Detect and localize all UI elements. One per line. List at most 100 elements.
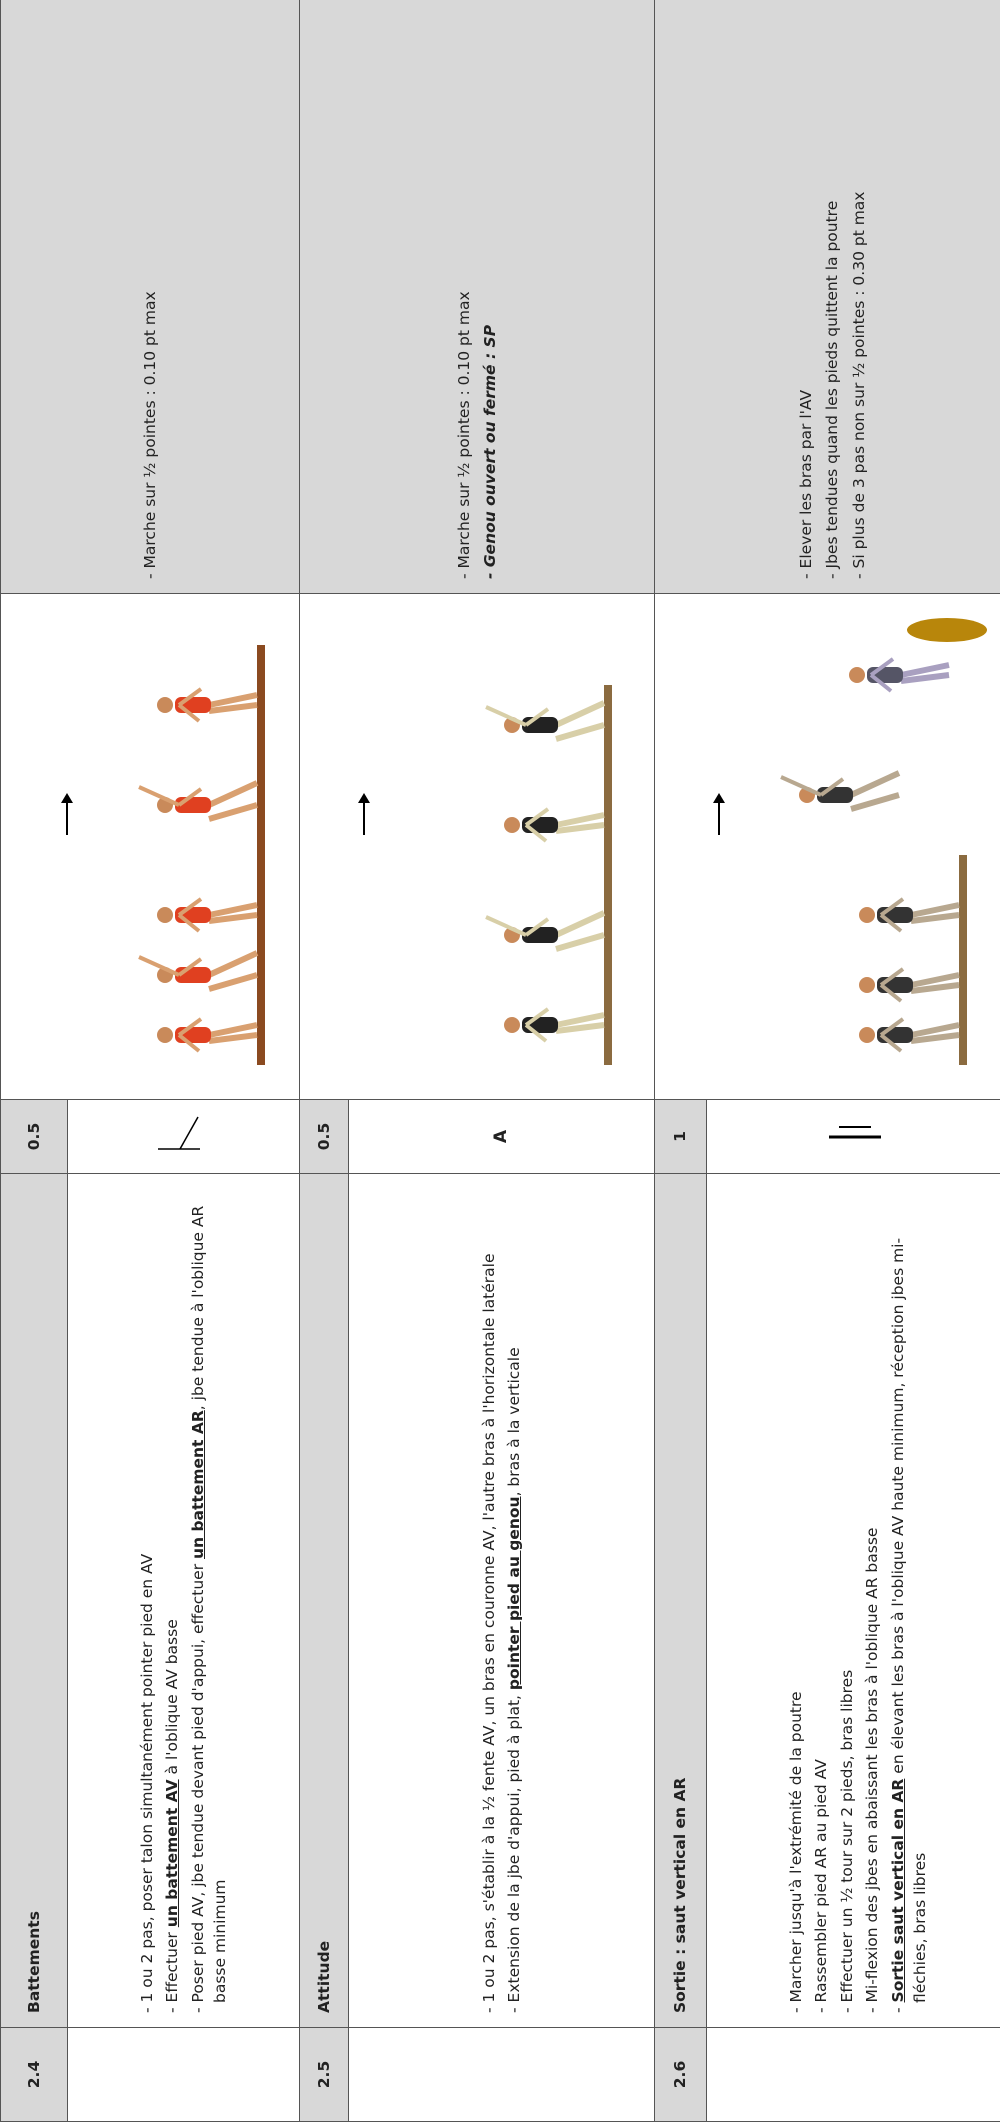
shape	[207, 950, 259, 978]
shape	[859, 1027, 876, 1043]
step-text: - Poser pied AV, jbe tendue devant pied …	[188, 1559, 207, 2013]
shape	[177, 787, 202, 807]
step-text: - Effectuer un ½ tour sur 2 pieds, bras …	[837, 1669, 856, 2013]
shape	[504, 1017, 520, 1033]
step: - 1 ou 2 pas, s'établir à la ½ fente AV,…	[478, 1188, 500, 2014]
shape	[911, 1032, 960, 1044]
shape	[880, 967, 905, 987]
step: - Extension de la jbe d'appui, pied à pl…	[503, 1188, 525, 2013]
illustration	[358, 685, 612, 1065]
shape	[880, 1017, 905, 1037]
shape	[555, 932, 605, 952]
shape	[859, 907, 876, 923]
shape	[177, 1017, 202, 1037]
shape	[137, 785, 180, 807]
blank-cell	[67, 2027, 300, 2122]
shape	[208, 692, 258, 708]
shape	[485, 915, 527, 937]
step-text: - Marcher jusqu'à l'extrémité de la pout…	[786, 1691, 805, 2013]
row-points: 0.5	[299, 1099, 349, 1174]
shape	[713, 793, 726, 803]
header-row: 2.5 Attitude 0.5 - Marche sur ½ pointes : 0…	[299, 0, 655, 2122]
remarks-cell: - Marche sur ½ pointes : 0.10 pt max	[0, 0, 300, 594]
step: - Mi-flexion des jbes en abaissant les b…	[861, 1188, 883, 2013]
shape	[524, 807, 550, 827]
shape	[555, 822, 605, 834]
illustration	[713, 618, 988, 1065]
shape	[256, 645, 265, 1065]
shape	[208, 902, 258, 918]
step-text: - 1 ou 2 pas, s'établir à la ½ fente AV,…	[479, 1253, 498, 2014]
step-text: - Effectuer	[163, 1927, 182, 2013]
steps-cell: - Marcher jusqu'à l'extrémité de la pout…	[706, 1173, 1000, 2028]
shape	[870, 657, 895, 677]
step: - Marcher jusqu'à l'extrémité de la pout…	[785, 1188, 807, 2013]
shape	[850, 770, 901, 798]
step-key-element: pointer pied au genou	[505, 1496, 524, 1691]
shape	[156, 1027, 173, 1043]
step-text: - 1 ou 2 pas, poser talon simultanément …	[137, 1553, 156, 2013]
step-text: - Rassembler pied AR au pied AV	[812, 1759, 831, 2013]
shape	[177, 687, 202, 707]
shape	[207, 780, 259, 808]
shape	[179, 1116, 199, 1150]
body-row: - Marcher jusqu'à l'extrémité de la pout…	[706, 0, 1000, 2122]
step-text: - Extension de la jbe d'appui, pied à pl…	[505, 1690, 524, 2013]
shape	[208, 912, 258, 924]
step: - Effectuer un ½ tour sur 2 pieds, bras …	[836, 1188, 858, 2013]
row-points: 0.5	[0, 1099, 68, 1174]
shape	[524, 917, 550, 937]
shape	[60, 793, 73, 803]
shape	[524, 823, 548, 843]
shape	[137, 955, 180, 977]
step-key-element: Sortie saut vertical en AR	[888, 1778, 907, 2003]
symbol-cell	[67, 1099, 300, 1174]
shape	[880, 913, 903, 933]
remark: - Marche sur ½ pointes : 0.10 pt max	[454, 291, 473, 579]
header-row: 2.6 Sortie : saut vertical en AR 1 - Elever…	[654, 0, 1000, 2122]
step-key-element: un battement AV	[163, 1779, 182, 1928]
remark-emphasis: - Genou ouvert ou fermé : SP	[481, 324, 500, 579]
shape	[177, 1033, 201, 1053]
shape	[554, 910, 606, 938]
shape	[910, 902, 961, 918]
shape	[177, 957, 202, 977]
step: - 1 ou 2 pas, poser talon simultanément …	[136, 1188, 158, 2013]
shape	[555, 1012, 605, 1028]
row-points: 1	[654, 1099, 707, 1174]
shape	[604, 685, 612, 1065]
shape	[880, 983, 903, 1003]
shape	[504, 817, 520, 833]
illustration-cell	[0, 593, 300, 1100]
shape	[555, 722, 605, 742]
step-text: -	[888, 2002, 907, 2013]
shape	[859, 977, 876, 993]
shape	[208, 1022, 258, 1038]
shape	[900, 662, 951, 678]
shape	[911, 912, 960, 924]
shape	[177, 913, 201, 933]
step-text: à l'oblique AV basse	[163, 1619, 182, 1780]
shape	[555, 812, 605, 828]
symbol-cell: A	[348, 1099, 655, 1174]
remark: - Marche sur ½ pointes : 0.10 pt max	[140, 291, 159, 579]
remarks-cell: - Marche sur ½ pointes : 0.10 pt max - Ge…	[299, 0, 655, 594]
remark: - Si plus de 3 pas non sur ½ pointes : 0…	[849, 191, 868, 579]
shape	[208, 1032, 258, 1044]
illustration-cell	[299, 593, 655, 1100]
shape	[907, 618, 988, 642]
shape	[358, 793, 370, 803]
step: - Effectuer un battement AV à l'oblique …	[161, 1188, 183, 2013]
shape	[207, 802, 258, 822]
remark: - Jbes tendues quand les pieds quittent …	[823, 200, 842, 579]
symbol-letter: A	[491, 1129, 512, 1144]
remarks-cell: - Elever les bras par l'AV - Jbes tendues…	[654, 0, 1000, 594]
shape	[820, 777, 845, 797]
shape	[870, 673, 893, 693]
row-number: 2.4	[0, 2027, 68, 2122]
illustration-cell	[654, 593, 1000, 1100]
symbol-cell	[706, 1099, 1000, 1174]
